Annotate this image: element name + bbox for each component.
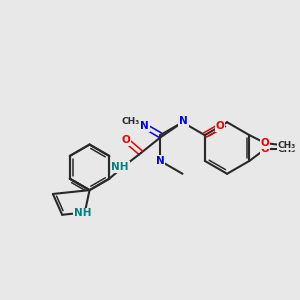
Text: N: N bbox=[156, 156, 165, 166]
Text: O: O bbox=[216, 121, 225, 131]
Text: N: N bbox=[140, 121, 149, 131]
Text: CH₃: CH₃ bbox=[278, 140, 296, 149]
Text: N: N bbox=[179, 116, 188, 126]
Text: CH₃: CH₃ bbox=[122, 117, 140, 126]
Text: O: O bbox=[261, 144, 270, 154]
Text: NH: NH bbox=[111, 162, 129, 172]
Text: CH₃: CH₃ bbox=[278, 145, 296, 154]
Text: NH: NH bbox=[74, 208, 92, 218]
Text: O: O bbox=[122, 135, 130, 145]
Text: O: O bbox=[261, 138, 270, 148]
